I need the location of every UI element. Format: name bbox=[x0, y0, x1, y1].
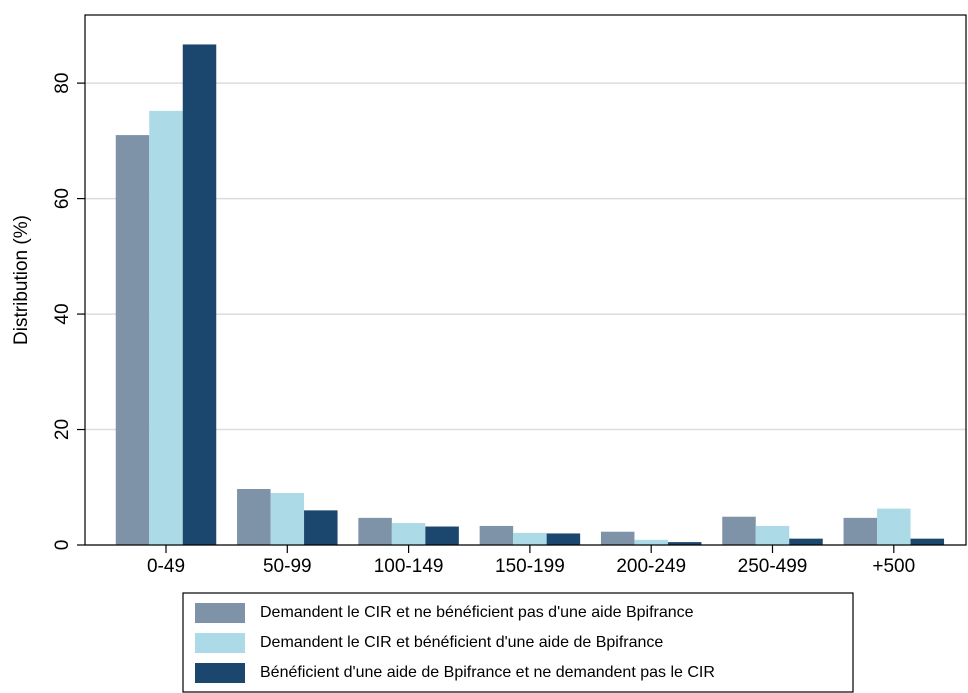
bar bbox=[358, 517, 392, 545]
bar bbox=[237, 488, 271, 545]
bar bbox=[304, 510, 338, 545]
bar bbox=[722, 516, 756, 545]
x-tick-label: 0-49 bbox=[147, 556, 185, 577]
bar bbox=[843, 517, 878, 545]
bar bbox=[600, 531, 635, 545]
y-tick-label: 60 bbox=[52, 188, 73, 209]
x-tick-label: +500 bbox=[872, 556, 915, 577]
x-tick-label: 50-99 bbox=[263, 556, 312, 577]
bar bbox=[391, 523, 426, 545]
bar bbox=[789, 538, 823, 545]
plot-frame bbox=[84, 14, 967, 546]
legend-label: Bénéficient d'une aide de Bpifrance et n… bbox=[260, 664, 715, 681]
legend-box bbox=[182, 592, 854, 693]
bar bbox=[115, 135, 150, 545]
bar bbox=[634, 539, 668, 545]
bar bbox=[182, 44, 217, 545]
bar bbox=[149, 110, 183, 546]
bar bbox=[425, 526, 459, 545]
bar bbox=[910, 538, 945, 545]
bar bbox=[479, 525, 514, 545]
y-tick-label: 40 bbox=[52, 303, 73, 324]
bar bbox=[877, 508, 911, 545]
legend-label: Demandent le CIR et bénéficient d'une ai… bbox=[260, 634, 663, 651]
x-tick-label: 250-499 bbox=[738, 556, 808, 577]
y-tick-label: 0 bbox=[52, 540, 73, 551]
legend-label: Demandent le CIR et ne bénéficient pas d… bbox=[260, 604, 694, 621]
y-axis-label: Distribution (%) bbox=[11, 215, 32, 345]
x-tick-label: 100-149 bbox=[374, 556, 444, 577]
legend-swatch bbox=[195, 663, 245, 683]
x-tick-label: 150-199 bbox=[495, 556, 565, 577]
bar bbox=[270, 493, 305, 545]
bar bbox=[755, 525, 790, 545]
bar bbox=[513, 532, 547, 545]
legend-swatch bbox=[195, 603, 245, 623]
y-tick-label: 20 bbox=[52, 419, 73, 440]
legend-swatch bbox=[195, 633, 245, 653]
bar bbox=[546, 533, 581, 545]
bar bbox=[667, 542, 702, 545]
x-tick-label: 200-249 bbox=[616, 556, 686, 577]
y-tick-label: 80 bbox=[52, 73, 73, 94]
